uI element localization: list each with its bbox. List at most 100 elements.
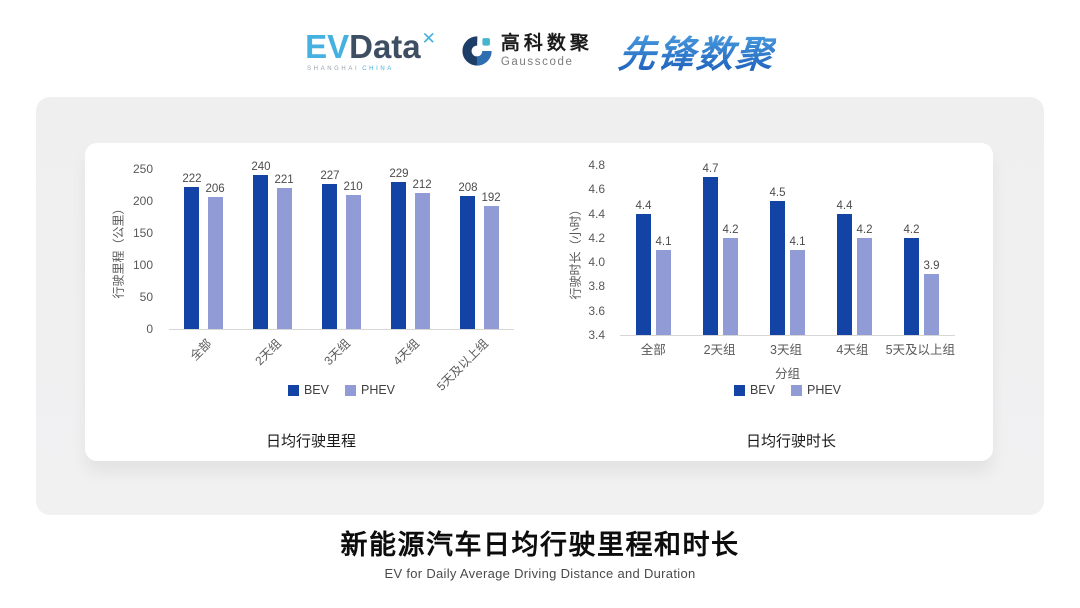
x-tick: 3天组 [307,331,376,389]
legend-swatch [733,384,745,396]
y-axis: 3.4 3.6 3.8 4.0 4.2 4.4 4.6 4.8 [571,158,613,342]
legend-item: BEV [733,383,775,397]
chart-panel: 行驶里程（公里） 0 50 100 150 200 250 222 206 240 221 227… [36,97,1044,515]
bar-value-label: 3.9 [923,260,940,273]
bar-group: 4.7 4.2 [701,163,741,335]
bar-column: 206 [206,183,225,329]
y-tick-label: 4.8 [588,158,605,172]
bar-phev [276,187,292,329]
bar-column: 221 [275,174,294,329]
bar-column: 4.2 [904,224,920,335]
gausscode-text: 高科数聚 Gausscode [500,32,593,69]
bar-group: 4.4 4.1 [634,200,674,335]
evdata-wordmark: EVData✕ [305,30,436,63]
evdata-ev-text: EV [305,28,350,65]
legend: BEV PHEV [169,383,514,397]
evdata-tagline: SHANGHAI CHINA [305,66,394,72]
evdata-data-text: Data [349,28,421,65]
bar-group: 222 206 [180,173,226,329]
y-tick-label: 3.8 [588,279,605,294]
y-tick-label: 150 [132,226,153,240]
bar-value-label: 221 [274,173,294,186]
bar-phev [790,250,805,335]
bar-value-label: 4.5 [769,187,786,200]
legend-swatch [287,384,299,396]
y-tick-label: 4.6 [588,182,605,197]
bar-bev [837,213,852,335]
bar-column: 212 [413,179,432,329]
chart-caption: 日均行驶里程 [265,433,356,450]
bar-column: 4.1 [790,236,806,335]
bar-phev [857,237,872,335]
bar-value-label: 4.2 [722,223,739,236]
bar-column: 3.9 [924,260,940,335]
x-axis-title: 分组 [774,367,800,381]
y-tick-label: 3.4 [588,328,605,342]
bar-value-label: 208 [458,181,478,194]
y-tick-label: 4.2 [588,230,605,245]
bar-bev [253,175,269,329]
bar-group: 240 221 [249,161,295,329]
bar-value-label: 222 [182,172,202,185]
x-tick-label: 3天组 [770,343,802,357]
gausscode-en-name: Gausscode [500,55,574,68]
bar-column: 4.4 [837,200,853,335]
main-title: 新能源汽车日均行驶里程和时长 [340,530,740,560]
x-tick-label: 2天组 [252,336,284,369]
bar-column: 208 [458,181,478,329]
x-tick: 全部 [169,331,238,389]
bar-phev [345,194,361,329]
bar-column: 4.5 [770,187,786,335]
bar-value-label: 240 [251,161,271,174]
bar-column: 210 [344,181,363,329]
logo-header: EVData✕ SHANGHAI CHINA 高科数聚 Gausscode 先锋数… [0,24,1080,78]
evdata-logo: EVData✕ SHANGHAI CHINA [305,30,436,72]
bar-bev [703,177,718,335]
legend-item: PHEV [790,383,841,397]
x-tick-label: 4天组 [390,336,422,369]
x-tick: 2天组 [686,339,752,358]
chart-caption: 日均行驶时长 [745,433,836,450]
legend-label: BEV [749,383,775,397]
y-tick-label: 4.4 [588,206,605,221]
bar-value-label: 4.2 [903,223,920,236]
footer: 新能源汽车日均行驶里程和时长 EV for Daily Average Driv… [0,529,1080,581]
y-tick-label: 50 [139,290,153,304]
bar-group: 229 212 [387,168,433,329]
bar-column: 4.2 [857,224,873,335]
bar-bev [184,186,200,329]
xianfeng-shuju-logo: 先锋数聚 [616,24,778,78]
gausscode-cn-name: 高科数聚 [500,32,593,54]
bar-group: 4.5 4.1 [768,187,808,335]
bar-phev [483,206,499,329]
x-tick-label: 5天及以上组 [885,343,956,357]
x-tick-label: 2天组 [703,343,736,357]
x-tick: 5天及以上组 [434,331,514,393]
bar-column: 4.4 [636,200,652,335]
legend-swatch [344,384,356,396]
x-tick-label: 4天组 [836,343,869,357]
bar-bev [391,182,407,329]
y-tick-label: 4.0 [588,255,605,270]
gausscode-icon [462,36,492,66]
bar-phev [656,250,671,335]
bar-value-label: 4.4 [836,199,853,212]
bar-column: 4.2 [723,224,739,335]
y-tick-label: 0 [146,322,153,336]
bar-bev [460,195,476,329]
bar-value-label: 4.7 [702,163,719,176]
legend-item: PHEV [344,383,396,397]
y-tick-label: 3.6 [588,303,605,318]
y-tick-label: 100 [132,258,153,272]
bar-bev [904,237,919,335]
subtitle: EV for Daily Average Driving Distance an… [384,566,696,582]
bar-value-label: 4.1 [789,236,806,248]
bar-value-label: 227 [320,169,340,182]
bar-column: 4.1 [656,236,672,335]
legend-label: PHEV [360,383,396,397]
bar-value-label: 229 [389,168,409,181]
y-tick-label: 200 [132,194,153,208]
bar-column: 227 [320,169,340,329]
bar-group: 208 192 [456,182,502,329]
bar-value-label: 192 [481,192,501,205]
